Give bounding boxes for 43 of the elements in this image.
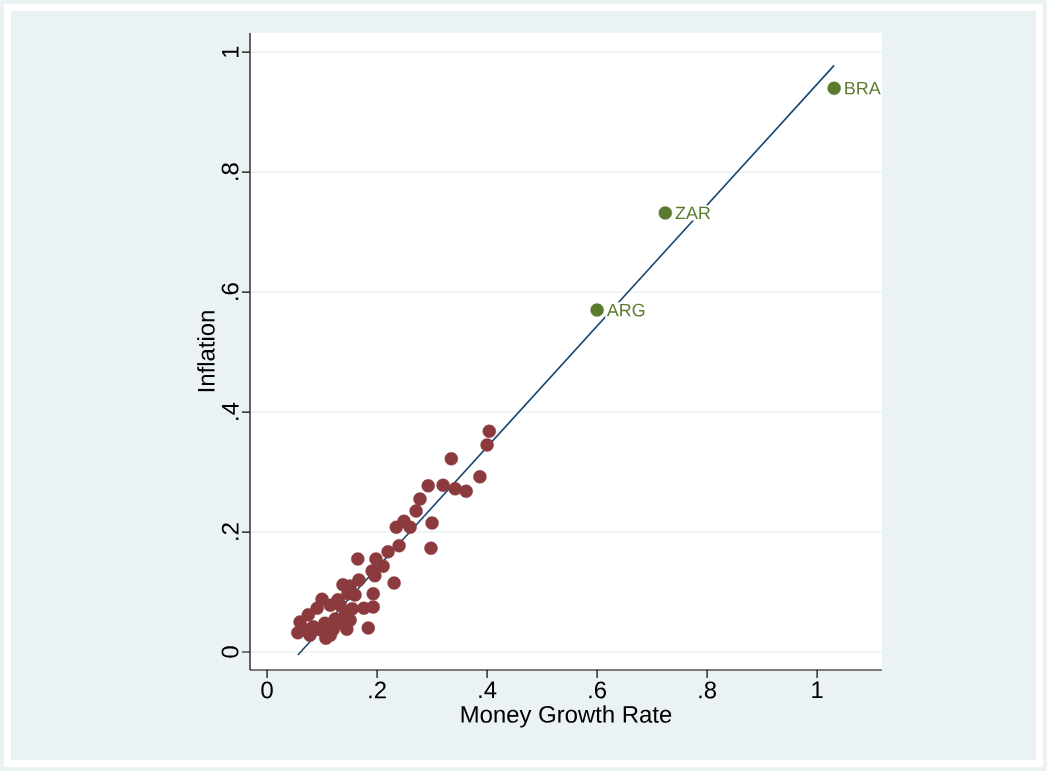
- point: [480, 438, 494, 452]
- point: [436, 478, 450, 492]
- annotation: BRA: [845, 81, 881, 95]
- y-tick-label: .6: [221, 283, 239, 300]
- point: [425, 516, 439, 530]
- point: [424, 541, 438, 555]
- point: [366, 587, 380, 601]
- point: [392, 539, 406, 553]
- y-tick-label: .2: [221, 523, 239, 540]
- point: [389, 520, 404, 534]
- point: [590, 303, 604, 317]
- point: [301, 608, 316, 622]
- y-axis-title: Inflation: [197, 311, 215, 392]
- y-tick-label: .8: [221, 163, 239, 180]
- y-tick-label: .4: [222, 402, 239, 420]
- point: [361, 621, 375, 635]
- point: [421, 479, 435, 493]
- y-tick-label: 0: [221, 646, 239, 658]
- point: [409, 504, 423, 518]
- x-tick-label: 1: [812, 681, 823, 698]
- annotation: ZAR: [675, 206, 711, 220]
- x-tick-label: .6: [589, 681, 607, 699]
- point: [658, 206, 672, 220]
- x-tick-label: 0: [261, 681, 273, 699]
- point: [369, 552, 383, 566]
- point: [444, 452, 459, 466]
- point: [413, 492, 427, 506]
- point: [357, 601, 371, 615]
- point: [381, 545, 395, 559]
- point: [351, 552, 365, 566]
- point: [482, 424, 496, 438]
- x-tick-label: .8: [699, 681, 717, 699]
- point: [827, 81, 841, 95]
- point: [387, 576, 401, 590]
- annotation: ARG: [606, 303, 645, 317]
- point: [473, 470, 487, 484]
- x-tick-label: .4: [479, 681, 497, 698]
- x-axis-title: Money Growth Rate: [461, 705, 672, 728]
- point: [365, 564, 379, 578]
- x-tick-label: .2: [369, 681, 386, 699]
- y-tick-label: 1: [222, 46, 239, 57]
- point: [310, 601, 324, 615]
- point: [459, 484, 473, 498]
